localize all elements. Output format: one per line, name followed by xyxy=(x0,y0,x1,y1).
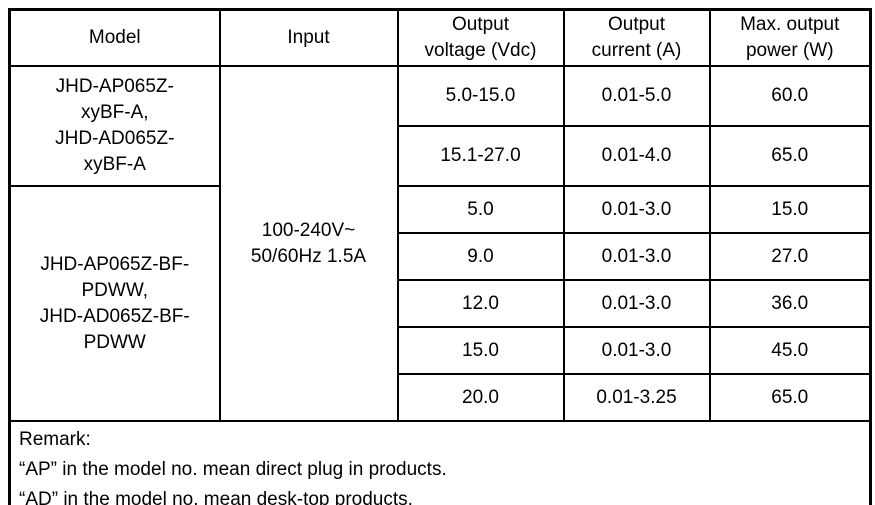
current-cell: 0.01-3.0 xyxy=(562,279,711,328)
voltage-cell: 15.0 xyxy=(396,326,565,375)
model-cell-group-2: JHD-AP065Z-BF- PDWW, JHD-AD065Z-BF- PDWW xyxy=(8,185,221,422)
model-line: PDWW, xyxy=(81,279,149,301)
header-row: Model Input Output voltage (Vdc) Output … xyxy=(8,8,872,67)
col-header-model: Model xyxy=(8,8,221,67)
col-header-max-output-power: Max. output power (W) xyxy=(708,8,872,67)
current-cell: 0.01-3.0 xyxy=(562,185,711,234)
voltage-cell: 20.0 xyxy=(396,373,565,422)
table-row: 15.1-27.0 0.01-4.0 65.0 xyxy=(10,125,872,187)
voltage-cell: 15.1-27.0 xyxy=(396,125,565,187)
current-cell: 0.01-3.0 xyxy=(562,232,711,281)
model-line: xyBF-A xyxy=(83,154,146,175)
header-line: voltage (Vdc) xyxy=(424,40,537,61)
voltage-cell: 5.0-15.0 xyxy=(396,65,565,127)
table-row: JHD-AP065Z-BF- PDWW, JHD-AD065Z-BF- PDWW… xyxy=(8,185,872,422)
model-line: JHD-AD065Z- xyxy=(55,128,175,149)
table-row: 15.0 0.01-3.0 45.0 xyxy=(10,326,872,375)
power-cell: 65.0 xyxy=(708,373,872,422)
model-line: JHD-AD065Z-BF- xyxy=(39,305,190,327)
header-line: Output xyxy=(607,14,666,35)
remark-row: Remark: “AP” in the model no. mean direc… xyxy=(8,420,872,505)
voltage-cell: 9.0 xyxy=(396,232,565,281)
spec-table: Model Input Output voltage (Vdc) Output … xyxy=(8,8,872,505)
col-header-output-voltage: Output voltage (Vdc) xyxy=(396,8,565,67)
power-cell: 60.0 xyxy=(708,65,872,127)
remark-line-ad: “AD” in the model no. mean desk-top prod… xyxy=(19,489,413,505)
power-cell: 15.0 xyxy=(708,185,872,234)
model-line: JHD-AP065Z-BF- xyxy=(40,253,190,275)
remark-line-ap: “AP” in the model no. mean direct plug i… xyxy=(19,459,447,480)
power-cell: 45.0 xyxy=(708,326,872,375)
power-cell: 65.0 xyxy=(708,125,872,187)
current-cell: 0.01-5.0 xyxy=(562,65,711,127)
header-line: Output xyxy=(451,14,510,35)
remark-cell: Remark: “AP” in the model no. mean direc… xyxy=(8,420,872,505)
voltage-cell: 5.0 xyxy=(396,185,565,234)
input-line: 100-240V~ xyxy=(261,219,356,241)
current-cell: 0.01-3.0 xyxy=(562,326,711,375)
table-row: JHD-AP065Z- xyBF-A, JHD-AD065Z- xyBF-A 1… xyxy=(8,65,872,422)
model-line: PDWW xyxy=(83,331,146,353)
current-cell: 0.01-4.0 xyxy=(562,125,711,187)
power-cell: 27.0 xyxy=(708,232,872,281)
table-row: 12.0 0.01-3.0 36.0 xyxy=(10,279,872,328)
col-header-output-current: Output current (A) xyxy=(562,8,711,67)
header-line: Max. output xyxy=(740,14,840,35)
remark-title: Remark: xyxy=(19,429,91,450)
model-line: JHD-AP065Z- xyxy=(55,76,174,97)
current-cell: 0.01-3.25 xyxy=(562,373,711,422)
col-header-input: Input xyxy=(218,8,399,67)
model-line: xyBF-A, xyxy=(80,102,149,123)
power-cell: 36.0 xyxy=(708,279,872,328)
voltage-cell: 12.0 xyxy=(396,279,565,328)
model-cell-group-1: JHD-AP065Z- xyBF-A, JHD-AD065Z- xyBF-A xyxy=(8,65,221,187)
input-line: 50/60Hz 1.5A xyxy=(250,245,367,267)
header-line: power (W) xyxy=(745,40,834,61)
header-line: current (A) xyxy=(591,40,682,61)
table-row: 9.0 0.01-3.0 27.0 xyxy=(10,232,872,281)
table-row: 20.0 0.01-3.25 65.0 xyxy=(10,373,872,422)
input-cell: 100-240V~ 50/60Hz 1.5A xyxy=(218,65,399,422)
